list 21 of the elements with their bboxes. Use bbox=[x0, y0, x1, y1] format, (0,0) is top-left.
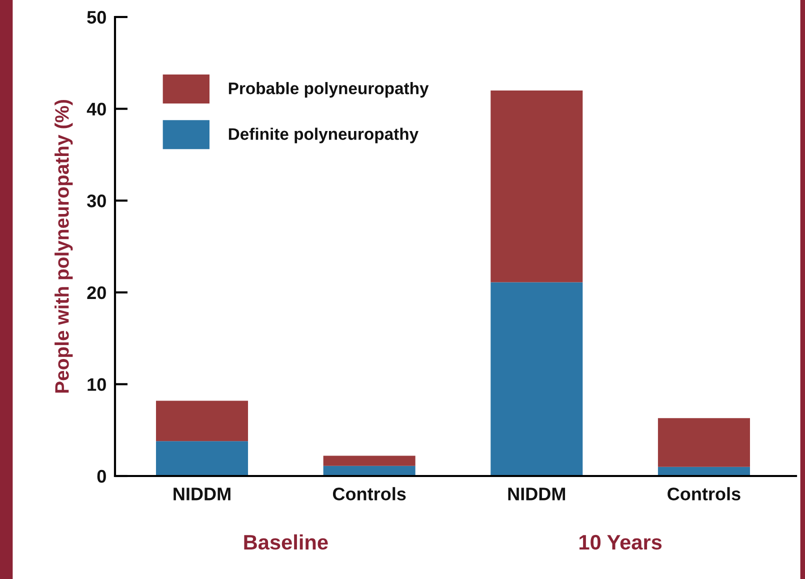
y-tick-label: 50 bbox=[87, 10, 106, 24]
y-tick-label: 30 bbox=[87, 194, 106, 208]
y-tick-label: 40 bbox=[86, 102, 106, 116]
bar bbox=[156, 400, 248, 442]
y-tick-label: 20 bbox=[87, 286, 106, 300]
y-axis-title: People with polyneuropathy (%) bbox=[54, 100, 73, 393]
y-tick-label: 10 bbox=[88, 378, 106, 391]
x-tick-label: NIDDM bbox=[174, 488, 230, 500]
x-tick-label: Controls bbox=[668, 487, 740, 500]
text: Baseline bbox=[244, 534, 328, 550]
legend-label: Probable polyneuropathy bbox=[228, 82, 429, 98]
bar bbox=[658, 418, 750, 467]
x-tick-label: Controls bbox=[332, 487, 406, 500]
bar bbox=[490, 90, 583, 282]
bar bbox=[490, 282, 583, 476]
legend-label: Definite polyneuropathy bbox=[228, 128, 418, 144]
bar bbox=[156, 441, 248, 476]
text: 10 Years bbox=[580, 534, 662, 550]
x-tick-label: NIDDM bbox=[508, 488, 566, 500]
y-tick-label: 0 bbox=[97, 470, 106, 483]
bar bbox=[323, 456, 416, 466]
